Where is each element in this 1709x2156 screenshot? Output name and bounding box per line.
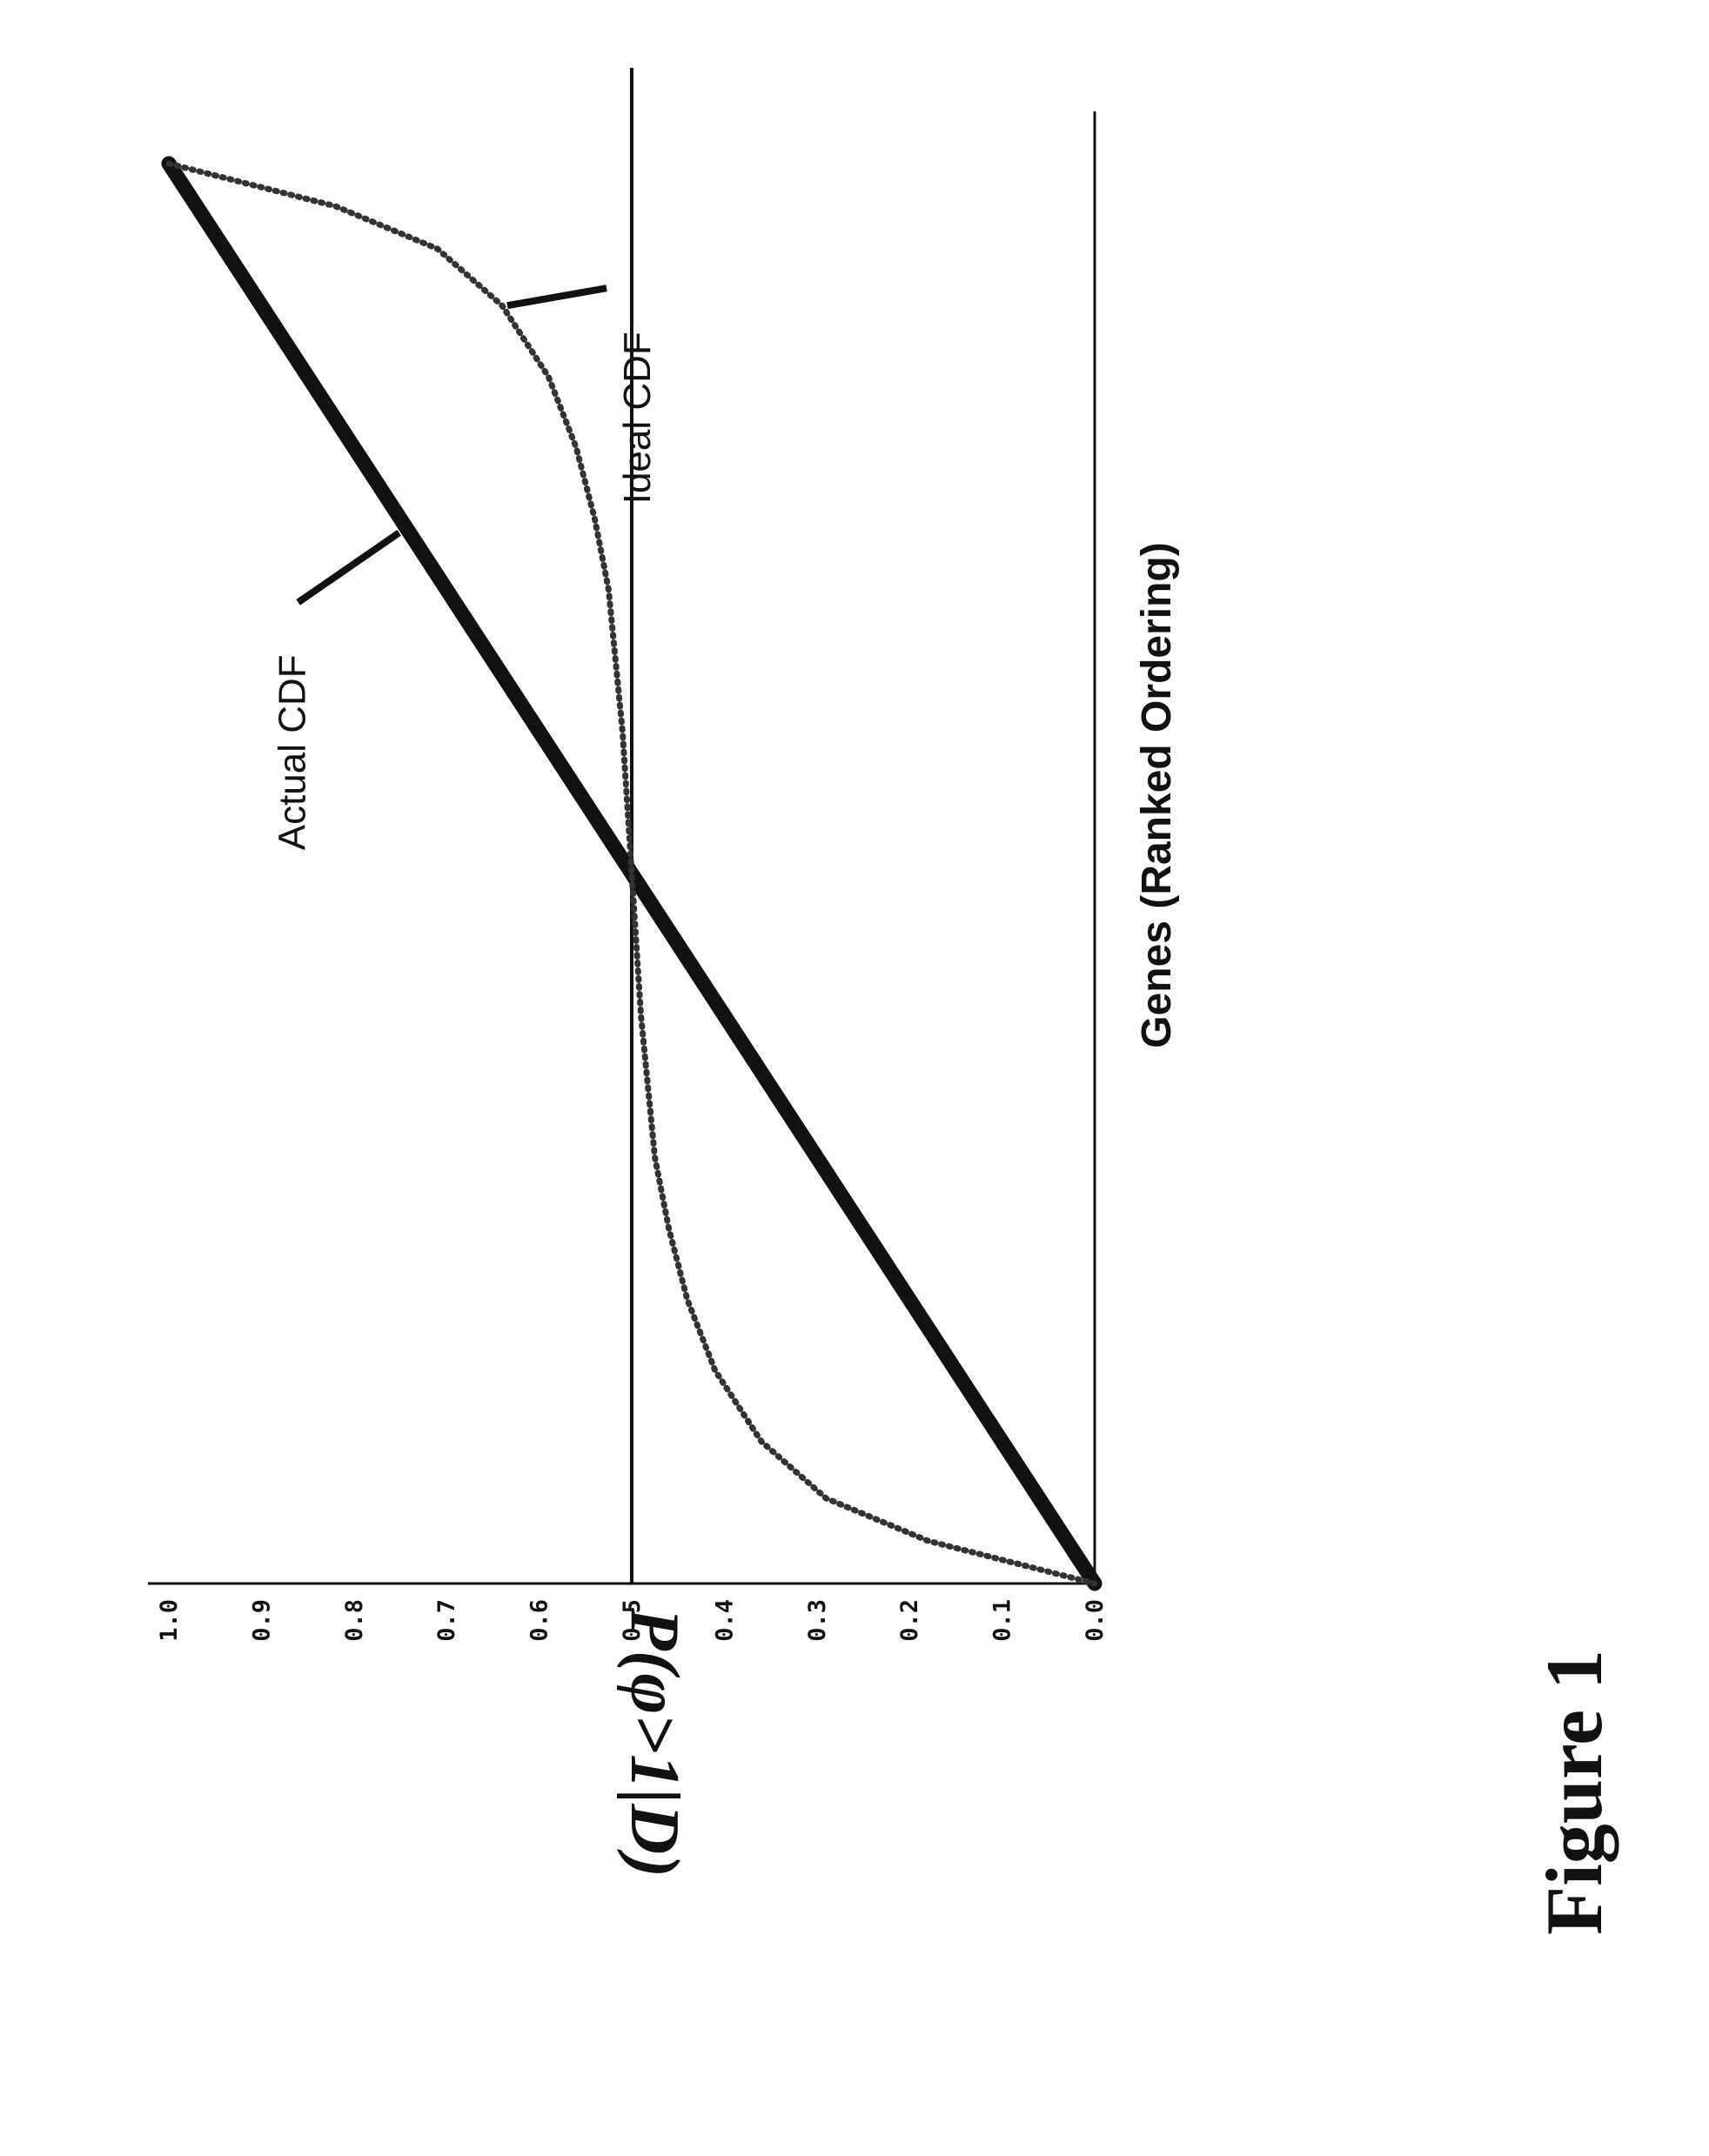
y-axis-label: P(φ>1|D) [616,1607,693,1878]
annotation-pointer [507,288,607,305]
x-axis-label: Genes (Ranked Ordering) [1134,542,1180,1048]
plot-area: 0.00.10.20.30.40.50.60.70.80.91.0 Actual… [148,68,1180,1878]
y-tick-label: 0.7 [433,1599,460,1642]
annotations: Actual CDF Ideal CDF [271,288,659,850]
annotation-label: Actual CDF [271,654,314,850]
figure-label: Figure 1 [1530,1650,1619,1935]
annotation-label: Ideal CDF [616,331,659,504]
y-tick-label: 0.6 [526,1599,553,1642]
y-tick-label: 0.3 [804,1599,831,1642]
y-tick-label: 0.0 [1082,1599,1109,1642]
y-tick-label: 1.0 [156,1599,183,1642]
y-tick-label: 0.8 [341,1599,368,1642]
y-tick-label: 0.4 [711,1599,738,1642]
y-tick-label: 0.1 [989,1599,1016,1642]
y-tick-label: 0.2 [896,1599,923,1642]
annotation-pointer [298,532,399,602]
y-tick-label: 0.9 [248,1599,275,1642]
